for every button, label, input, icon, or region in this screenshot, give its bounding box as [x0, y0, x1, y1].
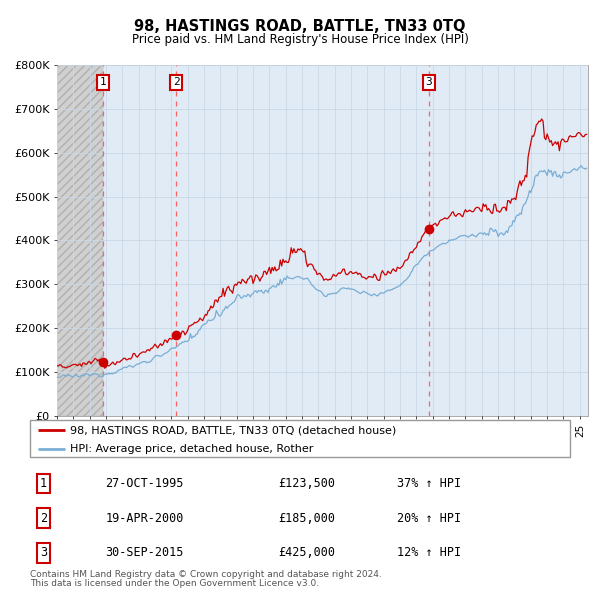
- Text: This data is licensed under the Open Government Licence v3.0.: This data is licensed under the Open Gov…: [30, 579, 319, 588]
- Text: 98, HASTINGS ROAD, BATTLE, TN33 0TQ: 98, HASTINGS ROAD, BATTLE, TN33 0TQ: [134, 19, 466, 34]
- Text: 12% ↑ HPI: 12% ↑ HPI: [397, 546, 461, 559]
- Text: 20% ↑ HPI: 20% ↑ HPI: [397, 512, 461, 525]
- Text: HPI: Average price, detached house, Rother: HPI: Average price, detached house, Roth…: [71, 444, 314, 454]
- Text: £123,500: £123,500: [278, 477, 335, 490]
- Bar: [176, 65, 429, 416]
- Bar: [103, 65, 176, 416]
- Text: 3: 3: [425, 77, 432, 87]
- Text: 30-SEP-2015: 30-SEP-2015: [106, 546, 184, 559]
- Text: 98, HASTINGS ROAD, BATTLE, TN33 0TQ (detached house): 98, HASTINGS ROAD, BATTLE, TN33 0TQ (det…: [71, 425, 397, 435]
- Text: 37% ↑ HPI: 37% ↑ HPI: [397, 477, 461, 490]
- Text: Price paid vs. HM Land Registry's House Price Index (HPI): Price paid vs. HM Land Registry's House …: [131, 33, 469, 46]
- Text: 19-APR-2000: 19-APR-2000: [106, 512, 184, 525]
- Text: 2: 2: [40, 512, 47, 525]
- Bar: [57, 65, 103, 416]
- Text: 3: 3: [40, 546, 47, 559]
- FancyBboxPatch shape: [30, 420, 570, 457]
- Text: £185,000: £185,000: [278, 512, 335, 525]
- Bar: [57, 65, 103, 416]
- Text: 27-OCT-1995: 27-OCT-1995: [106, 477, 184, 490]
- Text: £425,000: £425,000: [278, 546, 335, 559]
- Text: Contains HM Land Registry data © Crown copyright and database right 2024.: Contains HM Land Registry data © Crown c…: [30, 571, 382, 579]
- Text: 1: 1: [40, 477, 47, 490]
- Bar: [429, 65, 588, 416]
- Text: 1: 1: [100, 77, 106, 87]
- Text: 2: 2: [173, 77, 179, 87]
